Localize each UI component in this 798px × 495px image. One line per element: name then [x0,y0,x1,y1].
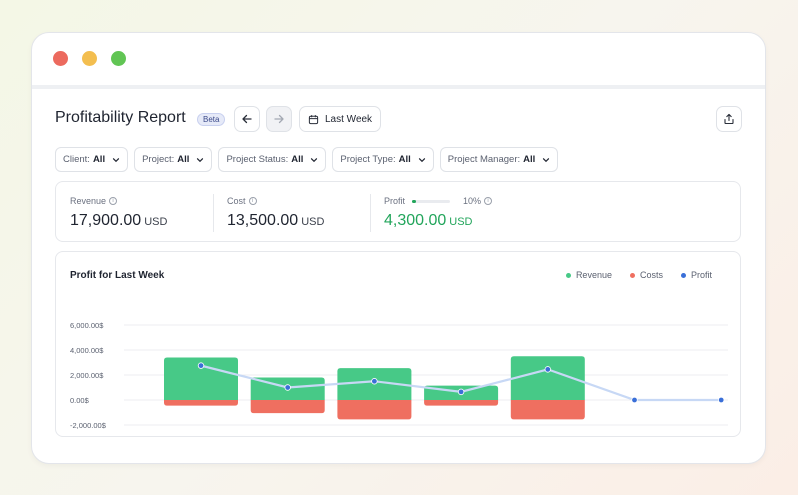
profit-margin: 10% [463,196,482,206]
client-filter[interactable]: Client: All [55,147,129,172]
profit-point [197,362,205,369]
info-icon[interactable]: i [109,197,118,205]
summary-stats: Revenue i 17,900.00 USD Cost i 13,500.00 USD… [55,181,741,242]
project-filter[interactable]: Project: All [134,147,213,172]
profit-label: Profit [384,196,406,206]
filter-value: All [92,154,106,165]
profit-value: 4,300.00 [384,212,447,229]
costs-bar [250,400,325,414]
export-button[interactable] [716,106,742,132]
filter-value: All [398,154,411,165]
chevron-down-icon [543,157,550,162]
minimize-window-button[interactable] [82,51,97,66]
profit-point [284,384,291,391]
filter-label: Project Status: [226,154,289,165]
chevron-down-icon [197,157,204,162]
filter-value: All [291,154,304,165]
filter-value: All [177,154,190,165]
revenue-value: 17,900.00 [70,212,142,229]
previous-period-button[interactable] [234,106,260,132]
legend-swatch [629,272,635,278]
y-tick-label: -2,000.00$ [70,421,107,430]
filter-bar: Client: All Project: All Project Status:… [55,147,559,172]
beta-badge: Beta [197,113,226,126]
y-tick-label: 6,000.00$ [70,321,104,330]
info-icon[interactable]: i [484,197,493,205]
divider [213,194,214,232]
project-status-filter[interactable]: Project Status: All [218,147,327,172]
profit-chart: 6,000.00$ 4,000.00$ 2,000.00$ 0.00$ -2,000.0… [70,321,728,430]
filter-label: Client: [63,154,90,165]
revenue-label: Revenue [70,196,107,206]
page-title: Profitability Report [55,109,186,126]
arrow-right-icon [274,114,284,124]
profit-margin-bar [412,199,451,203]
title-bar [32,33,765,89]
filter-label: Project Type: [340,154,396,165]
cost-label: Cost [227,196,246,206]
report-header: Profitability Report Beta Last Week [55,106,742,132]
export-icon [724,113,734,125]
profit-margin-fill [412,199,416,203]
costs-bar [164,400,238,406]
y-tick-label: 2,000.00$ [70,371,104,380]
period-label: Last Week [325,113,373,125]
y-tick-label: 4,000.00$ [70,346,104,355]
costs-bar [424,400,499,406]
revenue-unit: USD [144,216,168,228]
filter-label: Project: [142,154,175,165]
profit-unit: USD [449,216,473,228]
legend-label: Revenue [575,270,612,280]
legend-revenue[interactable]: Revenue [565,270,612,280]
profit-point [631,396,638,404]
filter-label: Project Manager: [447,154,521,165]
arrow-left-icon [242,114,252,124]
filter-value: All [523,154,536,165]
project-type-filter[interactable]: Project Type: All [332,147,434,172]
profit-point [718,396,725,404]
period-picker-button[interactable]: Last Week [299,106,382,132]
costs-bar [337,400,412,420]
y-tick-label: 0.00$ [70,396,90,405]
legend-label: Costs [639,270,663,280]
profit-point [544,366,551,373]
close-window-button[interactable] [53,51,68,66]
profit-point [457,388,465,396]
next-period-button[interactable] [266,106,292,132]
chevron-down-icon [418,157,425,162]
legend-label: Profit [690,270,712,280]
chart-title: Profit for Last Week [70,270,165,281]
costs-bar [510,400,585,420]
legend-costs[interactable]: Costs [629,270,663,280]
info-icon[interactable]: i [248,197,257,205]
project-manager-filter[interactable]: Project Manager: All [439,147,559,172]
content-area: Profitability Report Beta Last Week Clie… [31,32,766,464]
cost-value: 13,500.00 [227,212,299,229]
maximize-window-button[interactable] [111,51,126,66]
cost-unit: USD [301,216,325,228]
revenue-bar [164,357,238,400]
calendar-icon [308,114,319,124]
divider [370,194,371,232]
revenue-bar [510,356,585,400]
legend-profit[interactable]: Profit [680,270,712,280]
chevron-down-icon [112,157,120,162]
profit-chart-card: Profit for Last Week Revenue Costs Profi… [55,251,741,437]
profit-point [371,378,378,385]
chart-legend: Revenue Costs Profit [565,270,712,280]
legend-swatch [565,272,571,278]
legend-swatch [680,272,686,278]
chevron-down-icon [311,157,318,162]
